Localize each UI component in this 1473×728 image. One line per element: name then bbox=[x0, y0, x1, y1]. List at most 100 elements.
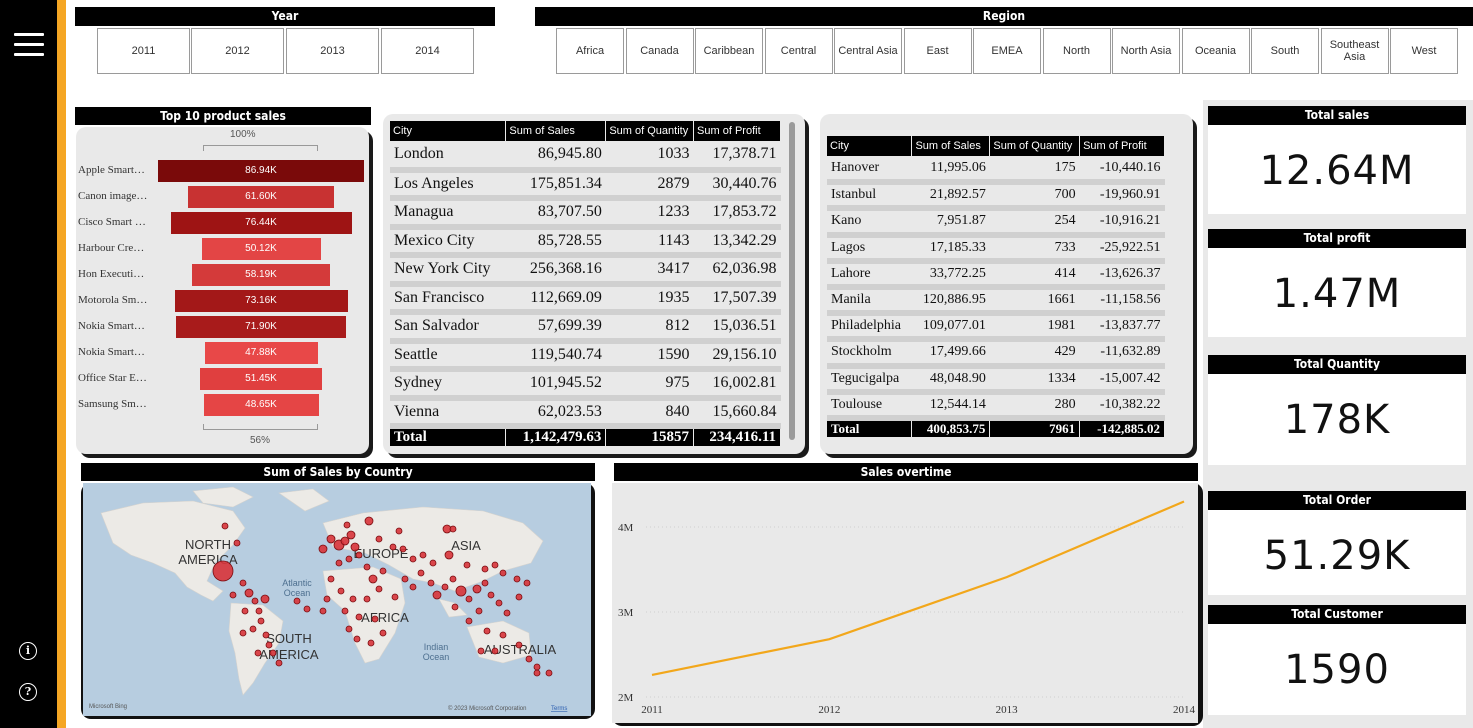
info-icon[interactable]: i bbox=[19, 642, 37, 660]
map-sales-dot[interactable] bbox=[367, 639, 375, 647]
map-sales-dot[interactable] bbox=[444, 550, 454, 560]
map-sales-dot[interactable] bbox=[449, 525, 457, 533]
map-sales-dot[interactable] bbox=[432, 590, 442, 600]
region-option-9[interactable]: Oceania bbox=[1181, 28, 1250, 74]
map-sales-dot[interactable] bbox=[525, 655, 533, 663]
hamburger-icon[interactable] bbox=[14, 33, 44, 57]
table-row[interactable]: Toulouse 12,544.14 280 -10,382.22 bbox=[827, 391, 1165, 421]
map-sales-dot[interactable] bbox=[221, 522, 229, 530]
map-sales-dot[interactable] bbox=[326, 534, 336, 544]
map-sales-dot[interactable] bbox=[417, 569, 425, 577]
table-row[interactable]: Mexico City 85,728.55 1143 13,342.29 bbox=[390, 226, 781, 258]
column-header[interactable]: Sum of Sales bbox=[505, 121, 607, 141]
map-sales-dot[interactable] bbox=[340, 536, 350, 546]
column-header[interactable]: Sum of Profit bbox=[693, 121, 781, 141]
map-sales-dot[interactable] bbox=[515, 641, 523, 649]
table-row[interactable]: New York City 256,368.16 3417 62,036.98 bbox=[390, 255, 781, 287]
world-map[interactable]: NORTH AMERICA SOUTH AMERICA EUROPE ASIA … bbox=[83, 483, 591, 716]
map-sales-dot[interactable] bbox=[523, 579, 531, 587]
map-sales-dot[interactable] bbox=[363, 595, 371, 603]
map-sales-dot[interactable] bbox=[319, 607, 327, 615]
funnel-bar-6[interactable]: 71.90K bbox=[176, 316, 346, 338]
map-sales-dot[interactable] bbox=[364, 516, 374, 526]
map-sales-dot[interactable] bbox=[465, 595, 473, 603]
map-sales-dot[interactable] bbox=[345, 625, 353, 633]
region-option-6[interactable]: EMEA bbox=[973, 28, 1041, 74]
map-sales-dot[interactable] bbox=[379, 629, 387, 637]
map-sales-dot[interactable] bbox=[375, 585, 383, 593]
funnel-bar-4[interactable]: 58.19K bbox=[192, 264, 330, 286]
map-sales-dot[interactable] bbox=[395, 527, 403, 535]
map-sales-dot[interactable] bbox=[349, 595, 357, 603]
map-sales-dot[interactable] bbox=[409, 583, 417, 591]
table-row[interactable]: Tegucigalpa 48,048.90 1334 -15,007.42 bbox=[827, 365, 1165, 395]
region-option-8[interactable]: North Asia bbox=[1112, 28, 1180, 74]
region-option-12[interactable]: West bbox=[1390, 28, 1458, 74]
table1-scrollbar[interactable] bbox=[789, 122, 795, 440]
map-sales-dot[interactable] bbox=[368, 574, 378, 584]
region-option-1[interactable]: Canada bbox=[625, 28, 694, 74]
map-sales-dot[interactable] bbox=[318, 544, 328, 554]
year-option-3[interactable]: 2014 bbox=[381, 28, 474, 74]
map-sales-dot[interactable] bbox=[503, 609, 511, 617]
map-sales-dot[interactable] bbox=[545, 669, 553, 677]
year-option-2[interactable]: 2013 bbox=[286, 28, 379, 74]
funnel-bar-3[interactable]: 50.12K bbox=[201, 238, 321, 260]
map-sales-dot[interactable] bbox=[257, 617, 265, 625]
map-sales-dot[interactable] bbox=[487, 591, 495, 599]
sales-series-line[interactable] bbox=[651, 500, 1185, 676]
map-sales-dot[interactable] bbox=[275, 659, 283, 667]
map-sales-dot[interactable] bbox=[483, 627, 491, 635]
map-sales-dot[interactable] bbox=[465, 617, 473, 625]
table-row[interactable]: Vienna 62,023.53 840 15,660.84 bbox=[390, 397, 781, 429]
table-row[interactable]: Managua 83,707.50 1233 17,853.72 bbox=[390, 198, 781, 230]
sales-dots[interactable] bbox=[212, 516, 553, 677]
map-sales-dot[interactable] bbox=[463, 561, 471, 569]
map-sales-dot[interactable] bbox=[472, 584, 482, 594]
region-option-2[interactable]: Caribbean bbox=[695, 28, 763, 74]
help-icon[interactable]: ? bbox=[19, 683, 37, 701]
map-sales-dot[interactable] bbox=[212, 560, 234, 582]
map-sales-dot[interactable] bbox=[355, 613, 363, 621]
region-option-7[interactable]: North bbox=[1042, 28, 1111, 74]
table-row[interactable]: Manila 120,886.95 1661 -11,158.56 bbox=[827, 286, 1165, 317]
map-sales-dot[interactable] bbox=[254, 649, 262, 657]
map-sales-dot[interactable] bbox=[345, 555, 353, 563]
table-row[interactable]: Lahore 33,772.25 414 -13,626.37 bbox=[827, 260, 1165, 290]
table-row[interactable]: Kano 7,951.87 254 -10,916.21 bbox=[827, 208, 1165, 238]
table-row[interactable]: San Francisco 112,669.09 1935 17,507.39 bbox=[390, 283, 781, 315]
table-row[interactable]: Seattle 119,540.74 1590 29,156.10 bbox=[390, 340, 781, 372]
map-sales-dot[interactable] bbox=[389, 543, 397, 551]
map-sales-dot[interactable] bbox=[515, 593, 523, 601]
map-sales-dot[interactable] bbox=[355, 551, 363, 559]
map-sales-dot[interactable] bbox=[262, 631, 270, 639]
map-sales-dot[interactable] bbox=[533, 669, 541, 677]
column-header[interactable]: City bbox=[390, 121, 507, 141]
map-sales-dot[interactable] bbox=[335, 559, 343, 567]
table-row[interactable]: Lagos 17,185.33 733 -25,922.51 bbox=[827, 234, 1165, 264]
map-sales-dot[interactable] bbox=[401, 575, 409, 583]
map-sales-dot[interactable] bbox=[239, 629, 247, 637]
column-header[interactable]: Sum of Quantity bbox=[605, 121, 695, 141]
map-sales-dot[interactable] bbox=[241, 607, 249, 615]
map-sales-dot[interactable] bbox=[399, 545, 407, 553]
map-sales-dot[interactable] bbox=[491, 647, 499, 655]
map-sales-dot[interactable] bbox=[451, 603, 459, 611]
year-option-0[interactable]: 2011 bbox=[97, 28, 190, 74]
map-sales-dot[interactable] bbox=[303, 605, 311, 613]
map-sales-dot[interactable] bbox=[269, 649, 277, 657]
sales-line-chart[interactable]: 2M 3M 4M 2011 2012 2013 2014 bbox=[612, 483, 1198, 723]
map-terms-link[interactable]: Terms bbox=[551, 706, 567, 712]
map-sales-dot[interactable] bbox=[477, 647, 485, 655]
map-sales-dot[interactable] bbox=[353, 635, 361, 643]
map-sales-dot[interactable] bbox=[363, 563, 371, 571]
region-option-3[interactable]: Central bbox=[764, 28, 833, 74]
map-sales-dot[interactable] bbox=[419, 551, 427, 559]
funnel-bar-5[interactable]: 73.16K bbox=[174, 290, 348, 312]
funnel-bar-0[interactable]: 86.94K bbox=[158, 160, 364, 182]
map-sales-dot[interactable] bbox=[481, 579, 489, 587]
map-sales-dot[interactable] bbox=[343, 521, 351, 529]
funnel-bar-9[interactable]: 48.65K bbox=[203, 394, 319, 416]
region-option-4[interactable]: Central Asia bbox=[834, 28, 902, 74]
map-sales-dot[interactable] bbox=[499, 569, 507, 577]
